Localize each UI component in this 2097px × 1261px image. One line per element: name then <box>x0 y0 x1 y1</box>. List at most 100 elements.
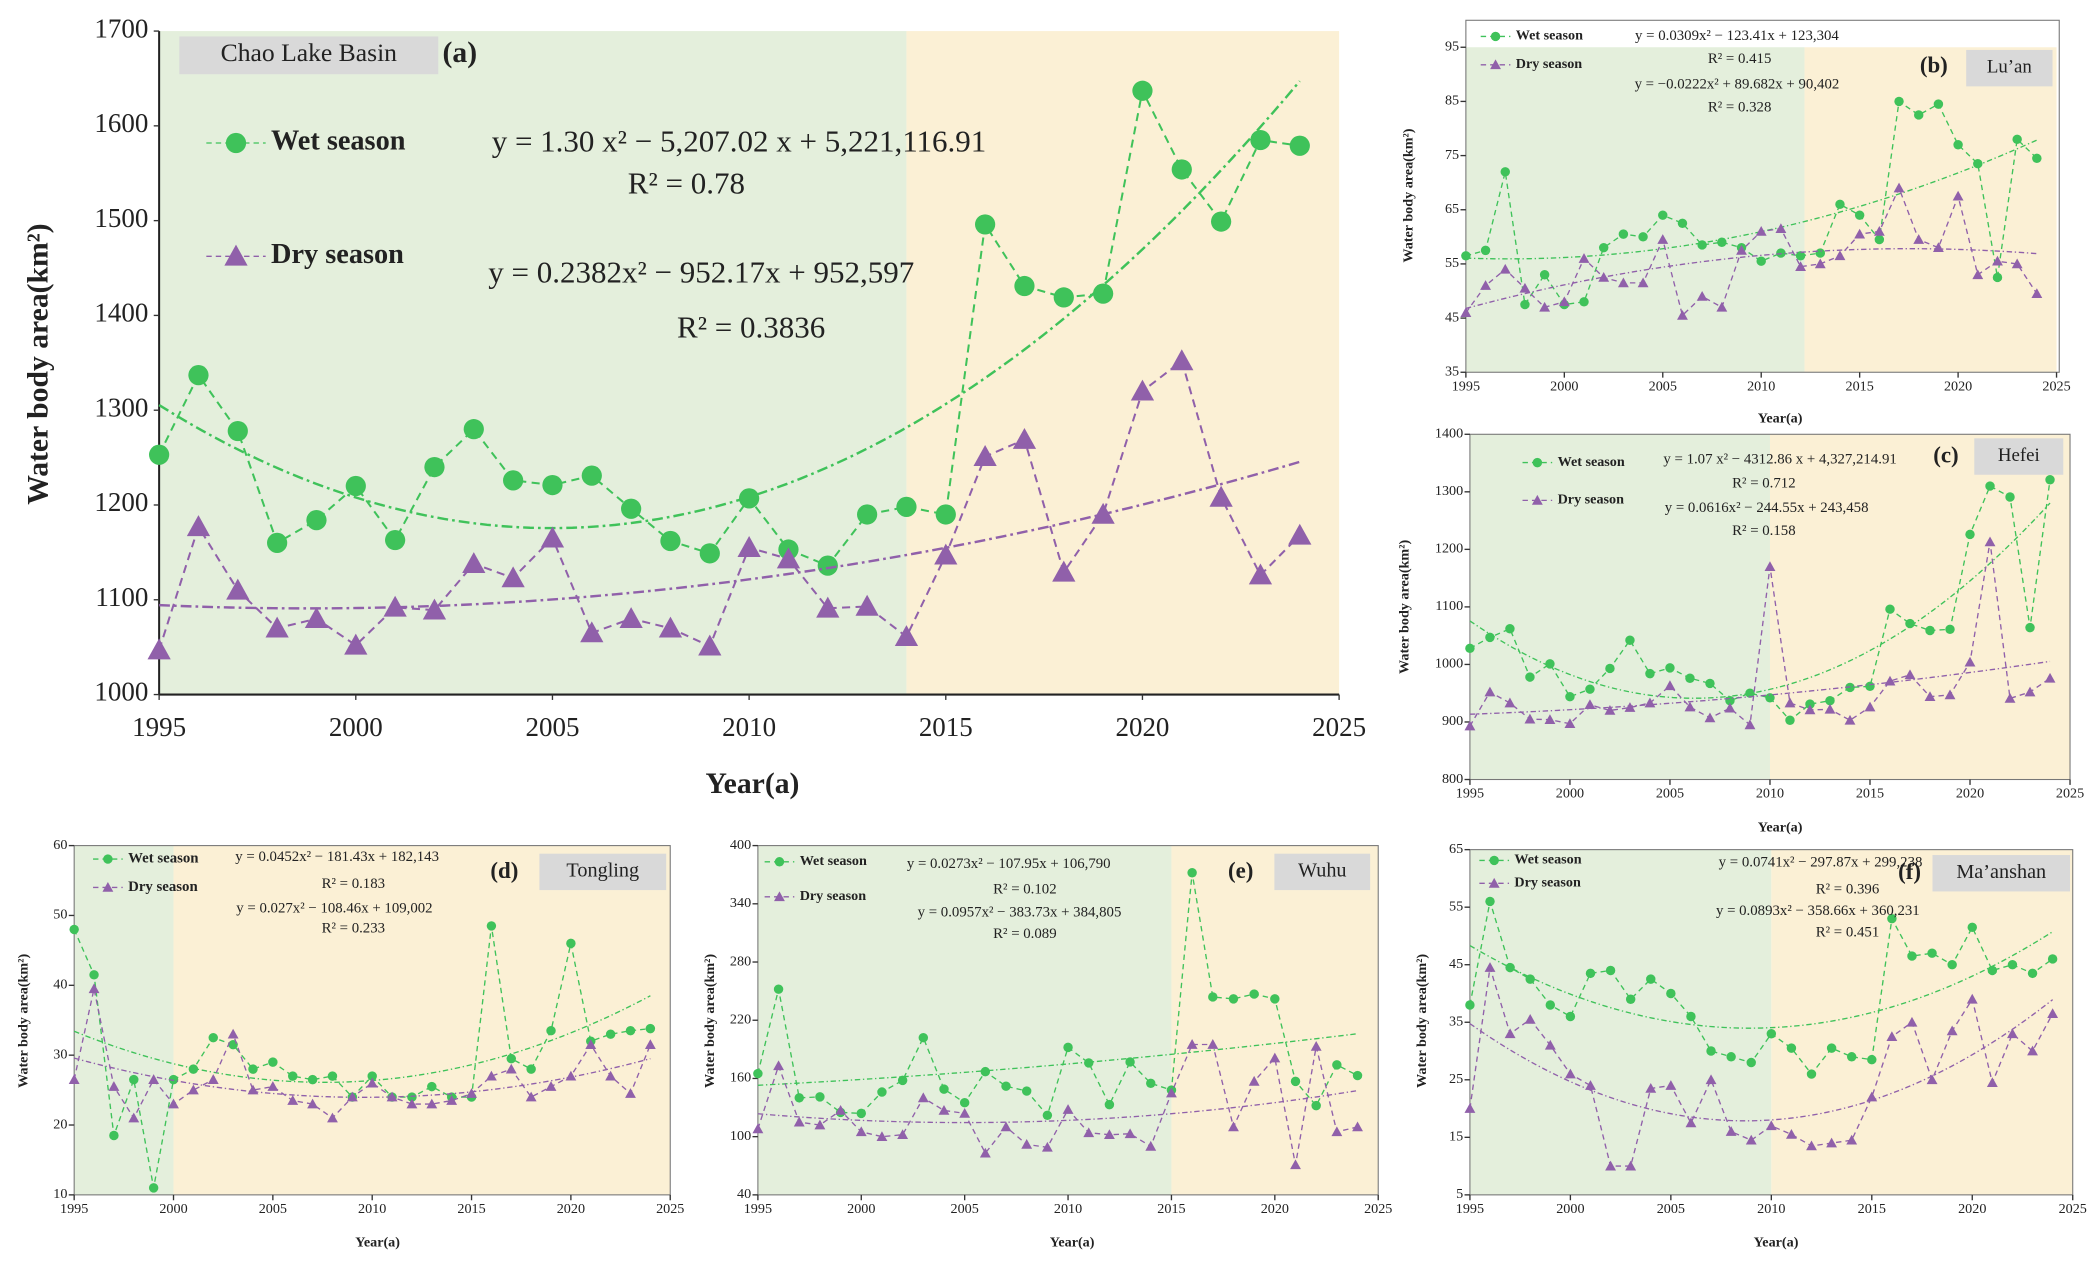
legend-label: Dry season <box>1558 492 1625 508</box>
shade-early <box>757 845 1172 1195</box>
marker <box>565 1070 577 1081</box>
marker <box>1745 688 1755 698</box>
marker <box>1854 210 1865 220</box>
marker <box>856 1108 866 1119</box>
marker <box>1505 962 1515 973</box>
marker <box>228 1039 238 1050</box>
x-tick-label: 2000 <box>1556 1201 1584 1217</box>
marker <box>542 474 563 496</box>
marker <box>1967 922 1977 933</box>
marker <box>938 1105 950 1115</box>
marker <box>1558 296 1570 307</box>
marker <box>186 515 211 537</box>
marker <box>188 365 209 386</box>
panel-title: Chao Lake Basin <box>221 38 398 67</box>
marker <box>939 1084 949 1094</box>
marker <box>1021 1138 1033 1149</box>
marker <box>1985 481 1995 491</box>
y-axis-label: Water body area(km²) <box>1414 954 1430 1088</box>
marker <box>1625 994 1636 1004</box>
marker <box>1907 951 1917 961</box>
marker <box>287 1095 299 1105</box>
marker <box>307 1098 319 1109</box>
legend-label: Dry season <box>271 239 404 270</box>
marker <box>699 543 720 564</box>
marker <box>1786 1043 1797 1053</box>
marker <box>446 1095 458 1105</box>
equation: y = 0.0893x² − 358.66x + 360,231 <box>1716 903 1920 919</box>
marker <box>1505 624 1515 634</box>
marker <box>605 1070 617 1081</box>
marker <box>1585 968 1596 979</box>
equation: y = 0.0309x² − 123.41x + 123,304 <box>1635 28 1839 44</box>
marker <box>462 552 486 574</box>
marker <box>1844 714 1856 725</box>
marker <box>1352 1121 1363 1132</box>
marker <box>816 596 840 618</box>
marker <box>739 488 760 509</box>
marker <box>1539 270 1550 280</box>
marker <box>265 616 289 638</box>
series-line <box>1465 100 2038 307</box>
marker <box>1248 563 1273 585</box>
y-axis-label: Water body area(km²) <box>702 954 718 1088</box>
marker <box>1846 1052 1857 1062</box>
x-tick-label: 2020 <box>1261 1201 1289 1217</box>
x-tick-label: 2015 <box>1157 1201 1185 1217</box>
marker <box>1012 427 1037 449</box>
marker <box>1945 624 1955 635</box>
marker <box>973 445 997 466</box>
marker <box>1705 678 1715 689</box>
x-tick-label: 2025 <box>1312 712 1366 742</box>
y-tick-label: 40 <box>53 977 67 993</box>
series-line <box>1469 479 2051 722</box>
trend-line <box>158 80 1301 530</box>
marker <box>1987 965 1998 976</box>
marker <box>1480 280 1491 290</box>
equation: R² = 0.183 <box>322 876 385 892</box>
x-tick-label: 2010 <box>1747 378 1775 394</box>
equation: R² = 0.089 <box>993 926 1056 942</box>
marker <box>1104 1099 1115 1110</box>
marker <box>1726 1052 1736 1062</box>
marker <box>1658 210 1668 220</box>
marker <box>1804 704 1816 715</box>
legend-label: Wet season <box>800 853 867 869</box>
marker <box>1484 686 1496 697</box>
trend-line <box>757 1089 1358 1124</box>
marker <box>226 578 250 600</box>
marker <box>268 1057 278 1067</box>
x-tick-label: 1995 <box>1456 1201 1484 1217</box>
marker <box>2025 622 2035 633</box>
marker <box>2047 954 2058 964</box>
marker <box>2027 1045 2038 1056</box>
marker <box>776 547 801 569</box>
marker <box>1269 1052 1281 1063</box>
marker <box>959 1097 970 1108</box>
marker <box>1913 234 1925 244</box>
marker <box>1677 218 1688 229</box>
marker <box>1288 523 1312 545</box>
marker <box>1103 1129 1115 1140</box>
y-tick-label: 35 <box>1445 364 1459 380</box>
legend-label: Wet season <box>1558 454 1625 470</box>
marker <box>1605 965 1616 976</box>
marker <box>1250 129 1271 151</box>
marker <box>307 1074 318 1085</box>
marker <box>1874 234 1885 245</box>
marker <box>1826 1043 1837 1053</box>
x-tick-label: 2010 <box>1054 1201 1082 1217</box>
marker <box>2024 686 2036 697</box>
marker <box>581 465 602 486</box>
y-tick-label: 55 <box>1449 898 1463 914</box>
marker <box>1578 253 1590 263</box>
marker <box>580 621 604 643</box>
y-tick-label: 55 <box>1445 255 1459 271</box>
marker <box>1171 159 1192 180</box>
marker <box>1228 994 1239 1004</box>
x-tick-label: 2025 <box>656 1201 684 1217</box>
marker <box>88 983 100 994</box>
marker <box>1906 1016 1918 1027</box>
marker <box>1289 135 1310 156</box>
